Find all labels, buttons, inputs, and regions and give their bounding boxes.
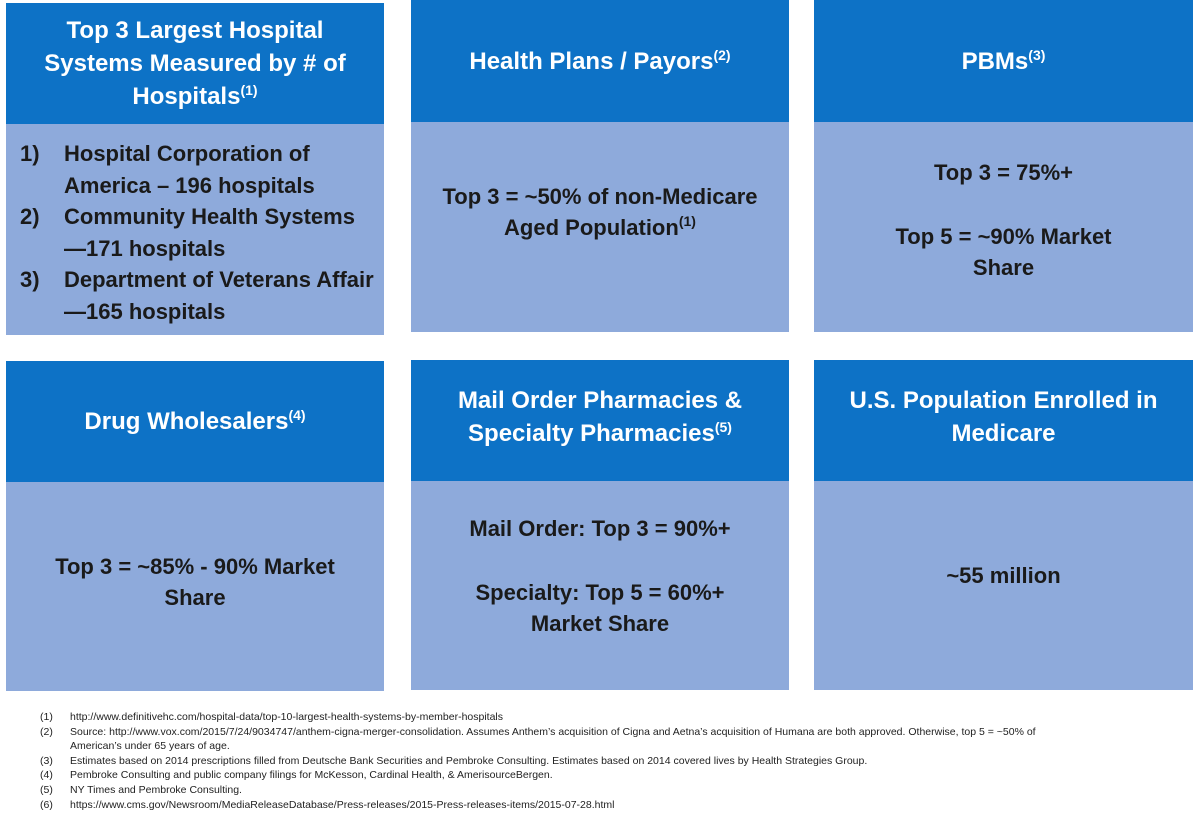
panel-title: Drug Wholesalers bbox=[84, 408, 289, 435]
footnote: (4) Pembroke Consulting and public compan… bbox=[40, 769, 553, 782]
panel-body-text: ~55 million bbox=[946, 563, 1061, 588]
footnote: (1) http://www.definitivehc.com/hospital-… bbox=[40, 711, 504, 723]
panel-drug-wholesalers: Drug Wholesalers(4) Top 3 = ~85% - 90% M… bbox=[6, 361, 384, 691]
footnotes: (1) http://www.definitivehc.com/hospital-… bbox=[40, 710, 1040, 812]
panel-title: Mail Order Pharmacies & Specialty Pharma… bbox=[457, 386, 743, 447]
list-item: 1) Hospital Corporation of America – 196 … bbox=[20, 141, 315, 198]
list-item: 2) Community Health Systems—171 hospitals bbox=[20, 204, 355, 261]
panel-body: 1) Hospital Corporation of America – 196 … bbox=[6, 124, 384, 335]
panel-title: PBMs bbox=[961, 47, 1029, 75]
panel-header: Drug Wholesalers(4) bbox=[6, 361, 384, 482]
panel-header: U.S. Population Enrolled in Medicare bbox=[814, 360, 1193, 481]
panel-body: Mail Order: Top 3 = 90%+ Specialty: Top … bbox=[411, 481, 789, 690]
footnote: (3) Estimates based on 2014 prescriptions… bbox=[40, 754, 868, 767]
panel-header: Health Plans / Payors(2) bbox=[411, 0, 789, 122]
panel-title: Top 3 Largest Hospital Systems Measured … bbox=[44, 17, 346, 110]
panel-body: ~55 million bbox=[814, 481, 1193, 690]
panel-body: Top 3 = ~50% of non-Medicare Aged Popula… bbox=[411, 122, 789, 332]
panel-title: U.S. Population Enrolled in Medicare bbox=[849, 386, 1158, 447]
footnote: (2) Source: http://www.vox.com/2015/7/24/… bbox=[40, 725, 1036, 753]
panel-body-line: Specialty: Top 5 = 60%+ Market Share bbox=[475, 579, 725, 636]
footnote: (5) NY Times and Pembroke Consulting. bbox=[40, 783, 242, 796]
panel-body-line: Top 5 = ~90% Market Share bbox=[895, 223, 1112, 280]
footnote-ref: (3) bbox=[1028, 46, 1046, 63]
panel-body-line: Mail Order: Top 3 = 90%+ bbox=[469, 515, 731, 541]
panel-pharmacies: Mail Order Pharmacies & Specialty Pharma… bbox=[411, 360, 789, 690]
footnote-ref: (5) bbox=[714, 418, 732, 435]
panel-body-line: Top 3 = 75%+ bbox=[934, 159, 1073, 185]
panel-title: Health Plans / Payors bbox=[469, 47, 714, 75]
panel-header: Mail Order Pharmacies & Specialty Pharma… bbox=[411, 360, 789, 481]
hospital-list: 1) Hospital Corporation of America – 196 … bbox=[20, 138, 374, 327]
panel-hospital-systems: Top 3 Largest Hospital Systems Measured … bbox=[6, 3, 384, 335]
footnote-ref: (2) bbox=[713, 46, 731, 63]
panel-body: Top 3 = ~85% - 90% Market Share bbox=[6, 482, 384, 691]
panel-health-plans: Health Plans / Payors(2) Top 3 = ~50% of… bbox=[411, 0, 789, 332]
footnote-ref: (1) bbox=[678, 213, 696, 229]
panel-body-text: Top 3 = ~50% of non-Medicare Aged Popula… bbox=[442, 184, 758, 240]
panel-body: Top 3 = 75%+ Top 5 = ~90% Market Share bbox=[814, 122, 1193, 332]
panel-body-text: Top 3 = ~85% - 90% Market Share bbox=[55, 553, 335, 610]
list-item: 3) Department of Veterans Affair—165 hosp… bbox=[20, 267, 374, 324]
panel-medicare: U.S. Population Enrolled in Medicare ~55… bbox=[814, 360, 1193, 690]
footnote-ref: (4) bbox=[288, 407, 306, 423]
panel-pbms: PBMs(3) Top 3 = 75%+ Top 5 = ~90% Market… bbox=[814, 0, 1193, 332]
panel-header: PBMs(3) bbox=[814, 0, 1193, 122]
footnote: (6) https://www.cms.gov/Newsroom/MediaRel… bbox=[40, 798, 615, 811]
footnote-ref: (1) bbox=[240, 82, 258, 98]
panel-header: Top 3 Largest Hospital Systems Measured … bbox=[6, 3, 384, 124]
